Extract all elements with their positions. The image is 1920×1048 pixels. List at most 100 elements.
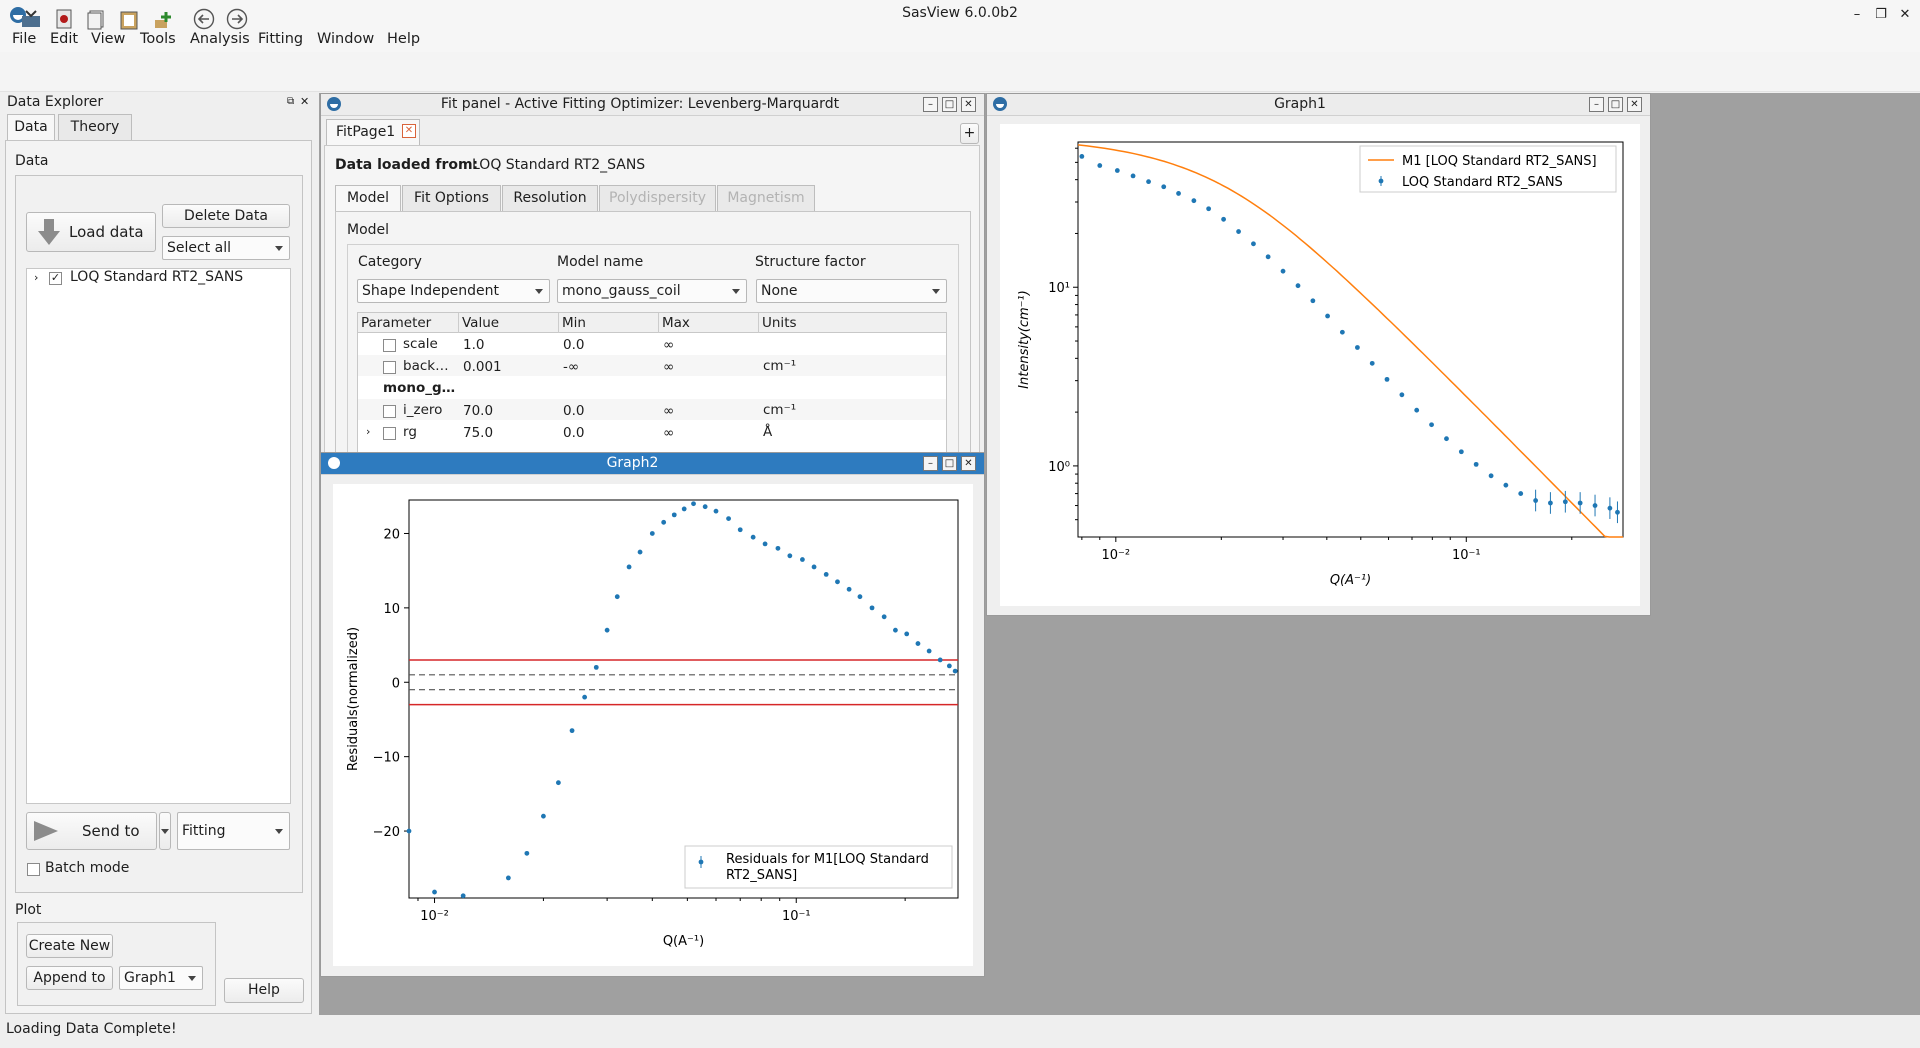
- close-tab-icon[interactable]: ✕: [402, 124, 416, 138]
- send-to-label: Send to: [82, 822, 140, 840]
- open-file-icon[interactable]: [20, 8, 42, 30]
- menu-help[interactable]: Help: [387, 31, 421, 47]
- residual-point: [846, 586, 852, 592]
- plot-frame: [408, 499, 959, 899]
- minimize-icon[interactable]: –: [923, 456, 938, 471]
- tab-data[interactable]: Data: [7, 114, 55, 140]
- y-tick-label: 10⁰: [1048, 460, 1070, 475]
- tab-theory[interactable]: Theory: [58, 114, 132, 140]
- expand-arrow-icon[interactable]: ›: [366, 425, 371, 438]
- close-window-button[interactable]: ✕: [1899, 7, 1911, 22]
- param-fit-checkbox[interactable]: [383, 361, 396, 374]
- download-arrow-icon: [38, 219, 60, 245]
- param-value[interactable]: 75.0: [463, 425, 494, 441]
- menu-view[interactable]: View: [91, 31, 126, 47]
- delete-data-button[interactable]: Delete Data: [162, 204, 290, 228]
- maximize-icon[interactable]: □: [942, 97, 957, 112]
- maximize-icon[interactable]: □: [1608, 97, 1623, 112]
- tab-model[interactable]: Model: [335, 185, 401, 211]
- send-target-dropdown[interactable]: Fitting: [177, 812, 290, 850]
- param-max[interactable]: ∞: [663, 359, 675, 375]
- graph1-plot[interactable]: 10⁻² 10⁻¹ 10⁰ 10¹ Q(A⁻¹) Intensity(cm⁻¹) M1 [L…: [1000, 124, 1640, 606]
- data-item-label[interactable]: LOQ Standard RT2_SANS: [70, 269, 244, 285]
- param-value[interactable]: 1.0: [463, 337, 485, 353]
- x-tick-label: 10⁻²: [1102, 548, 1131, 563]
- param-max[interactable]: ∞: [663, 403, 675, 419]
- send-options-button[interactable]: [159, 812, 171, 850]
- param-name: i_zero: [403, 402, 443, 418]
- param-name: back…: [403, 358, 449, 374]
- menu-edit[interactable]: Edit: [50, 31, 79, 47]
- load-data-label: Load data: [69, 223, 144, 241]
- report-icon[interactable]: [85, 8, 107, 30]
- residual-point: [593, 664, 599, 670]
- close-explorer-icon[interactable]: ✕: [300, 95, 310, 108]
- close-icon[interactable]: ✕: [961, 456, 976, 471]
- structure-factor-dropdown[interactable]: None: [756, 279, 947, 303]
- create-new-button[interactable]: Create New: [26, 934, 113, 958]
- param-name: scale: [403, 336, 438, 352]
- residual-point: [750, 534, 756, 540]
- data-point: [1429, 422, 1434, 428]
- select-all-dropdown[interactable]: Select all: [162, 236, 290, 260]
- param-fit-checkbox[interactable]: [383, 427, 396, 440]
- param-fit-checkbox[interactable]: [383, 339, 396, 352]
- menu-window[interactable]: Window: [317, 31, 375, 47]
- save-project-icon[interactable]: [53, 8, 75, 30]
- residual-point: [800, 557, 805, 562]
- expand-arrow-icon[interactable]: ›: [34, 271, 39, 284]
- forward-icon[interactable]: [226, 8, 248, 30]
- param-value[interactable]: 70.0: [463, 403, 494, 419]
- batch-mode-checkbox[interactable]: [27, 863, 40, 876]
- undock-icon[interactable]: ⧉: [287, 96, 295, 107]
- param-max[interactable]: ∞: [663, 425, 675, 441]
- minimize-icon[interactable]: –: [1589, 97, 1604, 112]
- plot-section-label: Plot: [15, 902, 42, 918]
- minimize-window-button[interactable]: –: [1853, 7, 1861, 22]
- data-item-checkbox[interactable]: ✓: [49, 271, 62, 285]
- back-icon[interactable]: [193, 8, 215, 30]
- param-value[interactable]: 0.001: [463, 359, 502, 375]
- residual-point: [649, 531, 655, 536]
- model-name-dropdown[interactable]: mono_gauss_coil: [557, 279, 747, 303]
- graph2-plot[interactable]: 10⁻² 10⁻¹ 20 10 0 −10 −20 Q(A⁻¹) Residuals(norma…: [333, 484, 973, 966]
- data-point: [1562, 499, 1568, 505]
- data-tree[interactable]: [26, 268, 291, 804]
- residual-point: [937, 657, 943, 663]
- model-group-label: Model: [347, 222, 390, 238]
- maximize-icon[interactable]: □: [942, 456, 957, 471]
- send-target-value: Fitting: [182, 823, 226, 839]
- data-point: [1607, 505, 1613, 511]
- menu-tools[interactable]: Tools: [140, 31, 176, 47]
- param-fit-checkbox[interactable]: [383, 405, 396, 418]
- add-data-icon[interactable]: [152, 8, 174, 30]
- add-page-button[interactable]: +: [960, 123, 979, 144]
- maximize-window-button[interactable]: ❐: [1875, 7, 1887, 22]
- residual-point: [893, 627, 898, 633]
- param-min[interactable]: 0.0: [563, 425, 585, 441]
- send-arrow-icon: [34, 821, 58, 841]
- append-to-button[interactable]: Append to: [26, 966, 113, 990]
- menu-fitting[interactable]: Fitting: [258, 31, 304, 47]
- y-axis-label: Intensity(cm⁻¹): [1017, 290, 1032, 389]
- param-min[interactable]: 0.0: [563, 403, 585, 419]
- help-button[interactable]: Help: [224, 978, 304, 1003]
- menu-analysis[interactable]: Analysis: [190, 31, 250, 47]
- paste-icon[interactable]: [118, 8, 140, 30]
- param-min[interactable]: 0.0: [563, 337, 585, 353]
- col-units: Units: [762, 315, 797, 331]
- param-min[interactable]: -∞: [563, 359, 580, 375]
- col-divider: [458, 313, 459, 333]
- tab-resolution[interactable]: Resolution: [502, 185, 598, 211]
- close-icon[interactable]: ✕: [1627, 97, 1642, 112]
- menu-file[interactable]: File: [12, 31, 37, 47]
- category-dropdown[interactable]: Shape Independent: [357, 279, 550, 303]
- minimize-icon[interactable]: –: [923, 97, 938, 112]
- close-icon[interactable]: ✕: [961, 97, 976, 112]
- data-point: [1176, 191, 1181, 196]
- param-max[interactable]: ∞: [663, 337, 675, 353]
- tab-fit-options[interactable]: Fit Options: [402, 185, 501, 211]
- append-target-dropdown[interactable]: Graph1: [119, 966, 203, 990]
- residual-point: [952, 668, 958, 674]
- data-point: [1399, 392, 1405, 398]
